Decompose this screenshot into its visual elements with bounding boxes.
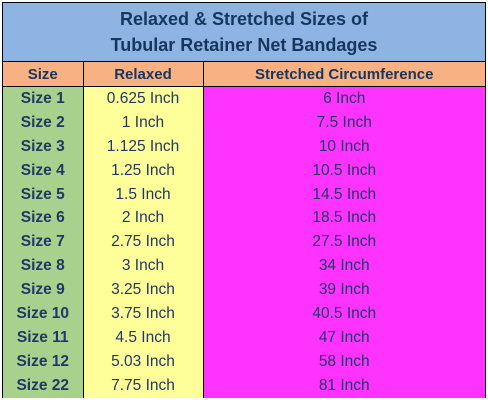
relaxed-cell: 1.125 Inch (83, 134, 204, 159)
stretched-cell: 81 Inch (203, 373, 485, 398)
title-line-1: Relaxed & Stretched Sizes of (119, 9, 369, 29)
stretched-cell: 34 Inch (203, 254, 485, 279)
table-row: Size 5 1.5 Inch 14.5 Inch (3, 182, 485, 207)
table-title: Relaxed & Stretched Sizes of Tubular Ret… (3, 3, 485, 62)
header-row: Size Relaxed Stretched Circumference (3, 62, 485, 87)
relaxed-cell: 1 Inch (83, 110, 204, 135)
table-row: Size 12 5.03 Inch 58 Inch (3, 349, 485, 374)
stretched-cell: 39 Inch (203, 278, 485, 303)
relaxed-cell: 3 Inch (83, 254, 204, 279)
size-cell: Size 12 (3, 349, 84, 374)
size-cell: Size 4 (3, 158, 84, 183)
stretched-cell: 6 Inch (203, 86, 485, 111)
table-row: Size 3 1.125 Inch 10 Inch (3, 134, 485, 159)
header-stretched: Stretched Circumference (203, 62, 485, 87)
size-cell: Size 6 (3, 206, 84, 231)
table-row: Size 10 3.75 Inch 40.5 Inch (3, 302, 485, 326)
stretched-cell: 27.5 Inch (203, 230, 485, 255)
title-line-2: Tubular Retainer Net Bandages (110, 35, 378, 55)
stretched-cell: 14.5 Inch (203, 182, 485, 207)
relaxed-cell: 3.25 Inch (83, 278, 204, 303)
stretched-cell: 10 Inch (203, 134, 485, 159)
relaxed-cell: 1.25 Inch (83, 158, 204, 183)
stretched-cell: 47 Inch (203, 325, 485, 350)
size-cell: Size 8 (3, 254, 84, 279)
size-cell: Size 5 (3, 182, 84, 207)
size-cell: Size 7 (3, 230, 84, 255)
size-cell: Size 1 (3, 86, 84, 111)
size-cell: Size 22 (3, 373, 84, 398)
size-cell: Size 11 (3, 325, 84, 350)
header-size: Size (3, 62, 84, 87)
relaxed-cell: 0.625 Inch (83, 86, 204, 111)
size-table: Size Relaxed Stretched Circumference Siz… (3, 62, 485, 398)
size-cell: Size 10 (3, 302, 84, 326)
relaxed-cell: 1.5 Inch (83, 182, 204, 207)
table-row: Size 22 7.75 Inch 81 Inch (3, 373, 485, 398)
relaxed-cell: 2.75 Inch (83, 230, 204, 255)
stretched-cell: 40.5 Inch (203, 302, 485, 326)
table-row: Size 7 2.75 Inch 27.5 Inch (3, 230, 485, 255)
relaxed-cell: 7.75 Inch (83, 373, 204, 398)
table-row: Size 9 3.25 Inch 39 Inch (3, 278, 485, 303)
stretched-cell: 58 Inch (203, 349, 485, 374)
table-row: Size 4 1.25 Inch 10.5 Inch (3, 158, 485, 183)
relaxed-cell: 2 Inch (83, 206, 204, 231)
size-cell: Size 3 (3, 134, 84, 159)
size-cell: Size 9 (3, 278, 84, 303)
relaxed-cell: 5.03 Inch (83, 349, 204, 374)
relaxed-cell: 4.5 Inch (83, 325, 204, 350)
table-row: Size 11 4.5 Inch 47 Inch (3, 325, 485, 350)
stretched-cell: 7.5 Inch (203, 110, 485, 135)
stretched-cell: 18.5 Inch (203, 206, 485, 231)
stretched-cell: 10.5 Inch (203, 158, 485, 183)
table-row: Size 1 0.625 Inch 6 Inch (3, 86, 485, 111)
header-relaxed: Relaxed (83, 62, 204, 87)
size-cell: Size 2 (3, 110, 84, 135)
relaxed-cell: 3.75 Inch (83, 302, 204, 326)
